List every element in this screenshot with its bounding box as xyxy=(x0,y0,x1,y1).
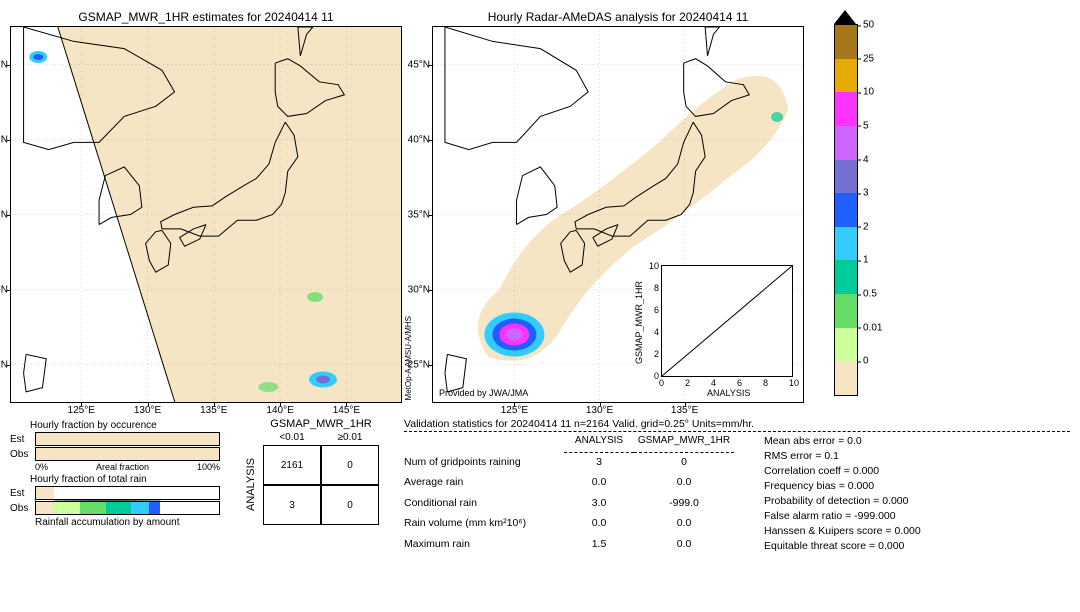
stat-metric: Probability of detection = 0.000 xyxy=(764,495,921,507)
colorbar-tick: 1 xyxy=(857,255,869,266)
ct-ylabel: ANALYSIS xyxy=(245,445,263,525)
occurrence-bar: Obs xyxy=(10,447,220,461)
stat-key: Rain volume (mm km²10⁶) xyxy=(404,517,564,535)
totalrain-title: Hourly fraction of total rain xyxy=(30,474,220,485)
stat-metric: False alarm ratio = -999.000 xyxy=(764,510,921,522)
stat-key: Maximum rain xyxy=(404,538,564,556)
inset-xlabel: ANALYSIS xyxy=(707,388,750,398)
fraction-bars: Hourly fraction by occurence Est Obs 0% … xyxy=(10,418,220,529)
stat-val-a: 3.0 xyxy=(564,497,634,515)
colorbar-tick: 0 xyxy=(857,356,869,367)
stats-header: Validation statistics for 20240414 11 n=… xyxy=(404,418,1070,432)
totalrain-footer: Rainfall accumulation by amount xyxy=(35,517,220,528)
stat-val-b: 0.0 xyxy=(634,517,734,535)
ct-cell: 0 xyxy=(321,485,379,525)
stat-metric: Frequency bias = 0.000 xyxy=(764,480,921,492)
colorbar-tick: 0.5 xyxy=(857,289,877,300)
stat-val-a: 0.0 xyxy=(564,476,634,494)
colorbar-tick: 0.01 xyxy=(857,322,882,333)
stat-val-b: -999.0 xyxy=(634,497,734,515)
satellite-note: MetOp-A AMSU-A/MHS xyxy=(405,316,413,400)
colorbar-arrow xyxy=(834,10,856,24)
colorbar-segment: 1 xyxy=(834,260,858,294)
colorbar-segment: 50 xyxy=(834,24,858,59)
left-map-title: GSMAP_MWR_1HR estimates for 20240414 11 xyxy=(10,10,402,24)
stat-key: Num of gridpoints raining xyxy=(404,456,564,474)
stat-val-a: 0.0 xyxy=(564,517,634,535)
colorbar-segment: 5 xyxy=(834,126,858,160)
right-map-title: Hourly Radar-AMeDAS analysis for 2024041… xyxy=(432,10,804,24)
colorbar-tick: 10 xyxy=(857,87,874,98)
stat-key: Average rain xyxy=(404,476,564,494)
inset-ylabel: GSMAP_MWR_1HR xyxy=(634,281,644,364)
colorbar: 502510543210.50.010 xyxy=(834,24,858,396)
ct-cell: 2161 xyxy=(263,445,321,485)
colorbar-tick: 3 xyxy=(857,188,869,199)
stat-metric: Mean abs error = 0.0 xyxy=(764,435,921,447)
colorbar-segment: 0.5 xyxy=(834,294,858,328)
stat-val-b: 0.0 xyxy=(634,476,734,494)
occurrence-title: Hourly fraction by occurence xyxy=(30,420,220,431)
occurrence-scale: 0% Areal fraction 100% xyxy=(35,462,220,472)
colorbar-segment: 3 xyxy=(834,193,858,227)
ct-title: GSMAP_MWR_1HR xyxy=(263,418,379,430)
left-map: MetOp-A AMSU-A/MHS 45°N40°N35°N30°N25°N1… xyxy=(10,26,402,403)
ct-cell: 3 xyxy=(263,485,321,525)
right-map-panel: Hourly Radar-AMeDAS analysis for 2024041… xyxy=(432,10,804,403)
left-map-svg xyxy=(11,27,401,402)
stat-val-b: 0 xyxy=(634,456,734,474)
stat-metric: Correlation coeff = 0.000 xyxy=(764,465,921,477)
stats-block: Validation statistics for 20240414 11 n=… xyxy=(404,418,1070,555)
stats-table: ANALYSISGSMAP_MWR_1HRNum of gridpoints r… xyxy=(404,435,734,555)
stat-key: Conditional rain xyxy=(404,497,564,515)
stat-val-a: 1.5 xyxy=(564,538,634,556)
bottom-row: Hourly fraction by occurence Est Obs 0% … xyxy=(10,418,1070,555)
stat-metric: Hanssen & Kuipers score = 0.000 xyxy=(764,525,921,537)
stat-val-a: 3 xyxy=(564,456,634,474)
inset-svg xyxy=(662,266,792,376)
occurrence-bar: Est xyxy=(10,432,220,446)
stat-metric: RMS error = 0.1 xyxy=(764,450,921,462)
colorbar-tick: 2 xyxy=(857,221,869,232)
inset-scatter: 00224466881010ANALYSISGSMAP_MWR_1HR xyxy=(661,265,793,377)
totalrain-bar: Est xyxy=(10,486,220,500)
stats-metrics: Mean abs error = 0.0 RMS error = 0.1 Corre… xyxy=(764,435,921,555)
colorbar-segment: 10 xyxy=(834,92,858,126)
colorbar-tick: 4 xyxy=(857,154,869,165)
colorbar-segment: 4 xyxy=(834,160,858,194)
contingency-table: GSMAP_MWR_1HR <0.01≥0.01 ANALYSIS 2161 0… xyxy=(245,418,379,525)
provider-note: Provided by JWA/JMA xyxy=(439,388,528,398)
right-map: Provided by JWA/JMA 00224466881010ANALYS… xyxy=(432,26,804,403)
top-row: GSMAP_MWR_1HR estimates for 20240414 11 … xyxy=(10,10,1070,403)
colorbar-segment: 0 xyxy=(834,361,858,396)
colorbar-tick: 25 xyxy=(857,53,874,64)
colorbar-segment: 2 xyxy=(834,227,858,261)
colorbar-segment: 25 xyxy=(834,59,858,93)
colorbar-tick: 5 xyxy=(857,120,869,131)
colorbar-wrap: 502510543210.50.010 xyxy=(834,10,858,403)
totalrain-bar: Obs xyxy=(10,501,220,515)
colorbar-tick: 50 xyxy=(857,20,874,31)
stat-metric: Equitable threat score = 0.000 xyxy=(764,540,921,552)
left-map-panel: GSMAP_MWR_1HR estimates for 20240414 11 … xyxy=(10,10,402,403)
colorbar-segment: 0.01 xyxy=(834,328,858,362)
ct-cell: 0 xyxy=(321,445,379,485)
stat-val-b: 0.0 xyxy=(634,538,734,556)
